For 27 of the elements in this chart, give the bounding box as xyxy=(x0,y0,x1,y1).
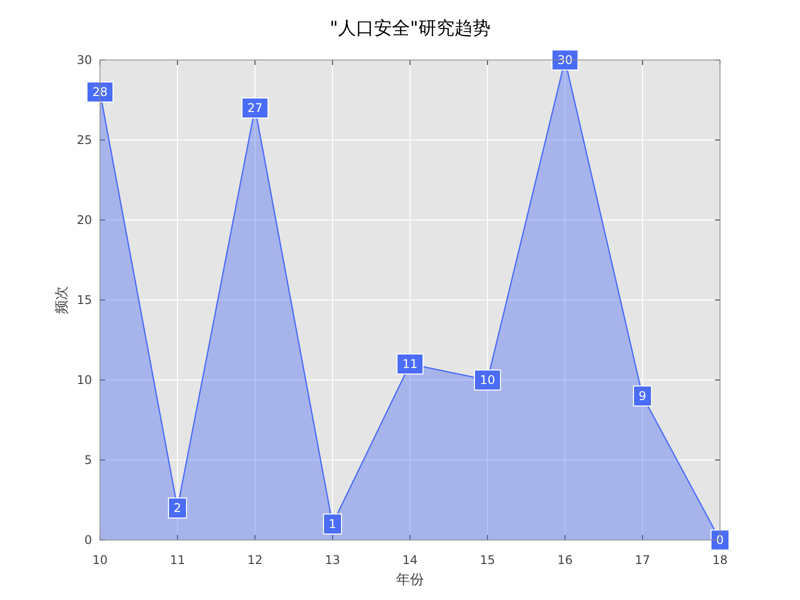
data-label: 28 xyxy=(92,85,108,99)
y-tick-label: 30 xyxy=(76,53,92,67)
data-label: 11 xyxy=(402,357,418,371)
x-axis-title: 年份 xyxy=(396,572,424,588)
y-tick-label: 25 xyxy=(76,133,92,147)
y-tick-label: 10 xyxy=(76,373,92,387)
y-axis-title: 频次 xyxy=(54,286,70,314)
x-tick-label: 17 xyxy=(634,553,650,567)
x-tick-label: 12 xyxy=(247,553,263,567)
y-tick-label: 5 xyxy=(84,453,92,467)
data-label: 2 xyxy=(174,501,182,515)
data-label: 1 xyxy=(328,517,336,531)
x-tick-label: 15 xyxy=(480,553,496,567)
chart-title: "人口安全"研究趋势 xyxy=(330,18,490,39)
x-tick-label: 18 xyxy=(712,553,728,567)
x-tick-label: 11 xyxy=(170,553,186,567)
x-tick-label: 13 xyxy=(324,553,340,567)
y-tick-label: 20 xyxy=(76,213,92,227)
x-tick-label: 16 xyxy=(557,553,573,567)
x-tick-label: 14 xyxy=(402,553,418,567)
y-tick-label: 0 xyxy=(84,533,92,547)
y-tick-label: 15 xyxy=(76,293,92,307)
data-label: 10 xyxy=(480,373,496,387)
data-label: 9 xyxy=(638,389,646,403)
data-label: 0 xyxy=(716,533,724,547)
data-label: 30 xyxy=(557,53,573,67)
data-label: 27 xyxy=(247,101,263,115)
